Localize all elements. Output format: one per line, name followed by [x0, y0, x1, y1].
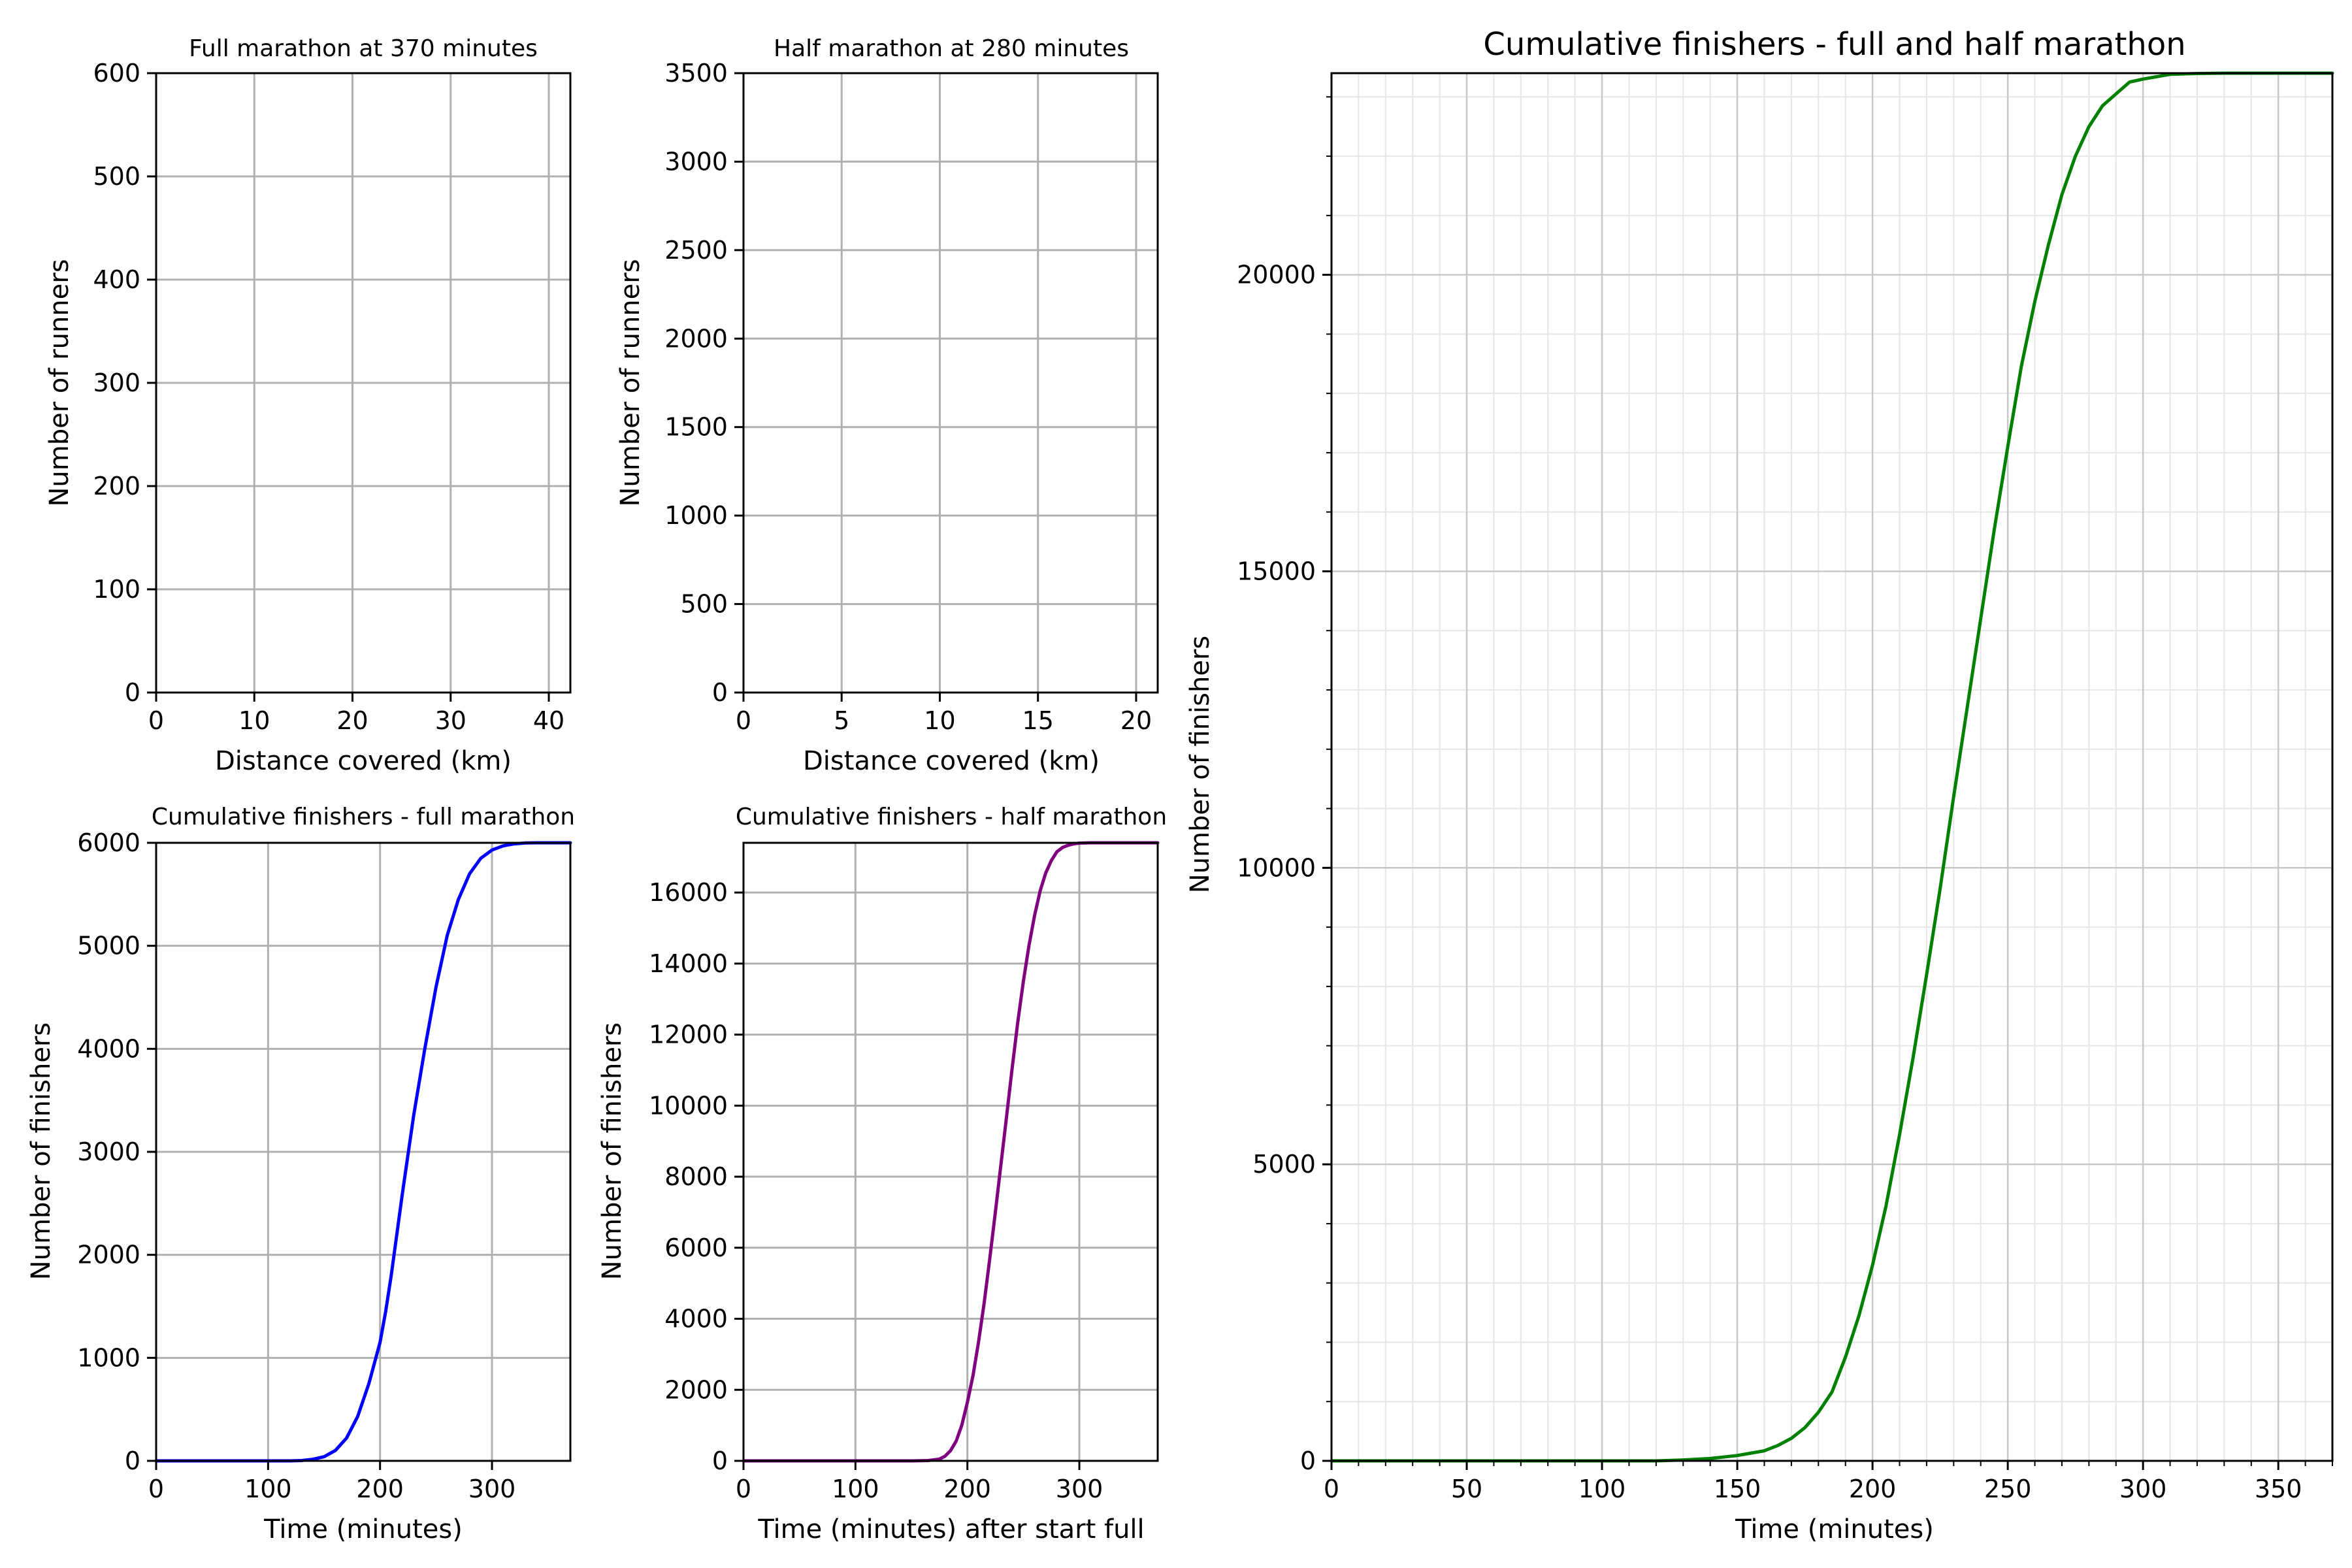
y-tick-label: 16000 — [649, 878, 728, 907]
x-tick-label: 300 — [2119, 1475, 2167, 1503]
y-tick-label: 600 — [93, 59, 140, 88]
plot-frame — [742, 841, 1159, 1462]
chart-title: Cumulative finishers - full marathon — [152, 804, 575, 830]
y-tick-label: 6000 — [664, 1233, 728, 1262]
x-tick-label: 300 — [468, 1475, 516, 1503]
x-tick-label: 100 — [1578, 1475, 1626, 1503]
x-axis-label: Distance covered (km) — [803, 746, 1100, 776]
x-tick-label: 100 — [832, 1475, 879, 1503]
y-tick-label: 10000 — [649, 1091, 728, 1120]
chart-title: Cumulative finishers - full and half mar… — [1483, 26, 2185, 63]
chart-cumulative-half: 0 100 200 300 0 2000 4000 6000 8000 10000 12000 140… — [597, 804, 1167, 1544]
y-axis-label: Number of runners — [615, 259, 645, 506]
y-tick-label: 500 — [93, 162, 140, 191]
x-axis-label: Time (minutes) after start full — [757, 1514, 1144, 1544]
y-tick-label: 1500 — [664, 413, 728, 442]
x-tick-label: 0 — [148, 706, 164, 735]
y-tick-label: 400 — [93, 265, 140, 294]
y-tick-label: 20000 — [1237, 261, 1316, 289]
chart-title: Cumulative finishers - half marathon — [736, 804, 1167, 830]
y-tick-label: 3000 — [77, 1137, 140, 1166]
y-tick-label: 0 — [712, 678, 728, 707]
y-tick-label: 0 — [125, 1446, 140, 1475]
x-tick-label: 300 — [1056, 1475, 1103, 1503]
y-axis-label: Number of runners — [44, 259, 74, 506]
y-tick-label: 1000 — [77, 1343, 140, 1372]
x-tick-label: 250 — [1984, 1475, 2032, 1503]
y-tick-label: 2000 — [77, 1241, 140, 1269]
x-tick-label: 20 — [1120, 706, 1152, 735]
y-tick-label: 0 — [125, 678, 140, 707]
y-tick-label: 2000 — [664, 1375, 728, 1404]
series-line-0 — [154, 841, 572, 1463]
x-tick-label: 20 — [336, 706, 368, 735]
y-tick-label: 4000 — [664, 1305, 728, 1333]
x-tick-label: 0 — [736, 706, 751, 735]
x-tick-label: 200 — [943, 1475, 991, 1503]
x-tick-label: 350 — [2255, 1475, 2302, 1503]
x-tick-label: 200 — [1849, 1475, 1897, 1503]
chart-title: Half marathon at 280 minutes — [774, 35, 1129, 62]
y-tick-label: 4000 — [77, 1034, 140, 1063]
y-tick-label: 14000 — [649, 949, 728, 978]
y-tick-label: 300 — [93, 368, 140, 397]
y-tick-label: 2500 — [664, 236, 728, 265]
y-tick-label: 0 — [1300, 1446, 1316, 1475]
x-tick-label: 0 — [148, 1475, 164, 1503]
y-tick-label: 200 — [93, 472, 140, 500]
x-tick-label: 5 — [834, 706, 849, 735]
y-tick-label: 2000 — [664, 324, 728, 353]
x-tick-label: 40 — [533, 706, 564, 735]
y-axis-label: Number of finishers — [597, 1022, 627, 1280]
plot-frame — [742, 72, 1159, 694]
y-tick-label: 5000 — [77, 932, 140, 960]
y-tick-label: 100 — [93, 575, 140, 604]
x-tick-label: 30 — [435, 706, 466, 735]
x-tick-label: 15 — [1022, 706, 1054, 735]
y-tick-label: 5000 — [1252, 1150, 1316, 1179]
x-tick-label: 10 — [924, 706, 955, 735]
x-axis-label: Distance covered (km) — [215, 746, 512, 776]
y-tick-label: 12000 — [649, 1021, 728, 1049]
chart-title: Full marathon at 370 minutes — [189, 35, 538, 62]
y-tick-label: 3000 — [664, 147, 728, 176]
x-axis-label: Time (minutes) — [263, 1514, 463, 1544]
y-tick-label: 500 — [680, 590, 728, 619]
y-tick-label: 6000 — [77, 828, 140, 857]
series-line-0 — [742, 841, 1160, 1463]
y-axis-label: Number of finishers — [26, 1022, 56, 1280]
plot-frame — [1330, 72, 2334, 1462]
x-tick-label: 0 — [736, 1475, 751, 1503]
x-tick-label: 150 — [1714, 1475, 1761, 1503]
y-tick-label: 10000 — [1237, 853, 1316, 882]
x-tick-label: 0 — [1324, 1475, 1339, 1503]
chart-half-marathon-distribution: 0 5 10 15 20 0 500 1000 1500 2000 2500 3000 3500 Hal… — [615, 35, 1159, 776]
chart-cumulative-combined: 0 50 100 150 200 250 300 350 0 5000 10000 15000 2000… — [1185, 26, 2334, 1544]
y-tick-label: 8000 — [664, 1162, 728, 1191]
y-tick-label: 15000 — [1237, 557, 1316, 585]
y-tick-label: 3500 — [664, 59, 728, 88]
y-tick-label: 0 — [712, 1446, 728, 1475]
x-tick-label: 200 — [356, 1475, 404, 1503]
y-axis-label: Number of finishers — [1185, 636, 1215, 893]
x-tick-label: 10 — [238, 706, 270, 735]
x-tick-label: 50 — [1451, 1475, 1482, 1503]
y-tick-label: 1000 — [664, 501, 728, 530]
x-tick-label: 100 — [244, 1475, 292, 1503]
x-axis-label: Time (minutes) — [1735, 1514, 1934, 1544]
series-line-0 — [1330, 71, 2334, 1463]
